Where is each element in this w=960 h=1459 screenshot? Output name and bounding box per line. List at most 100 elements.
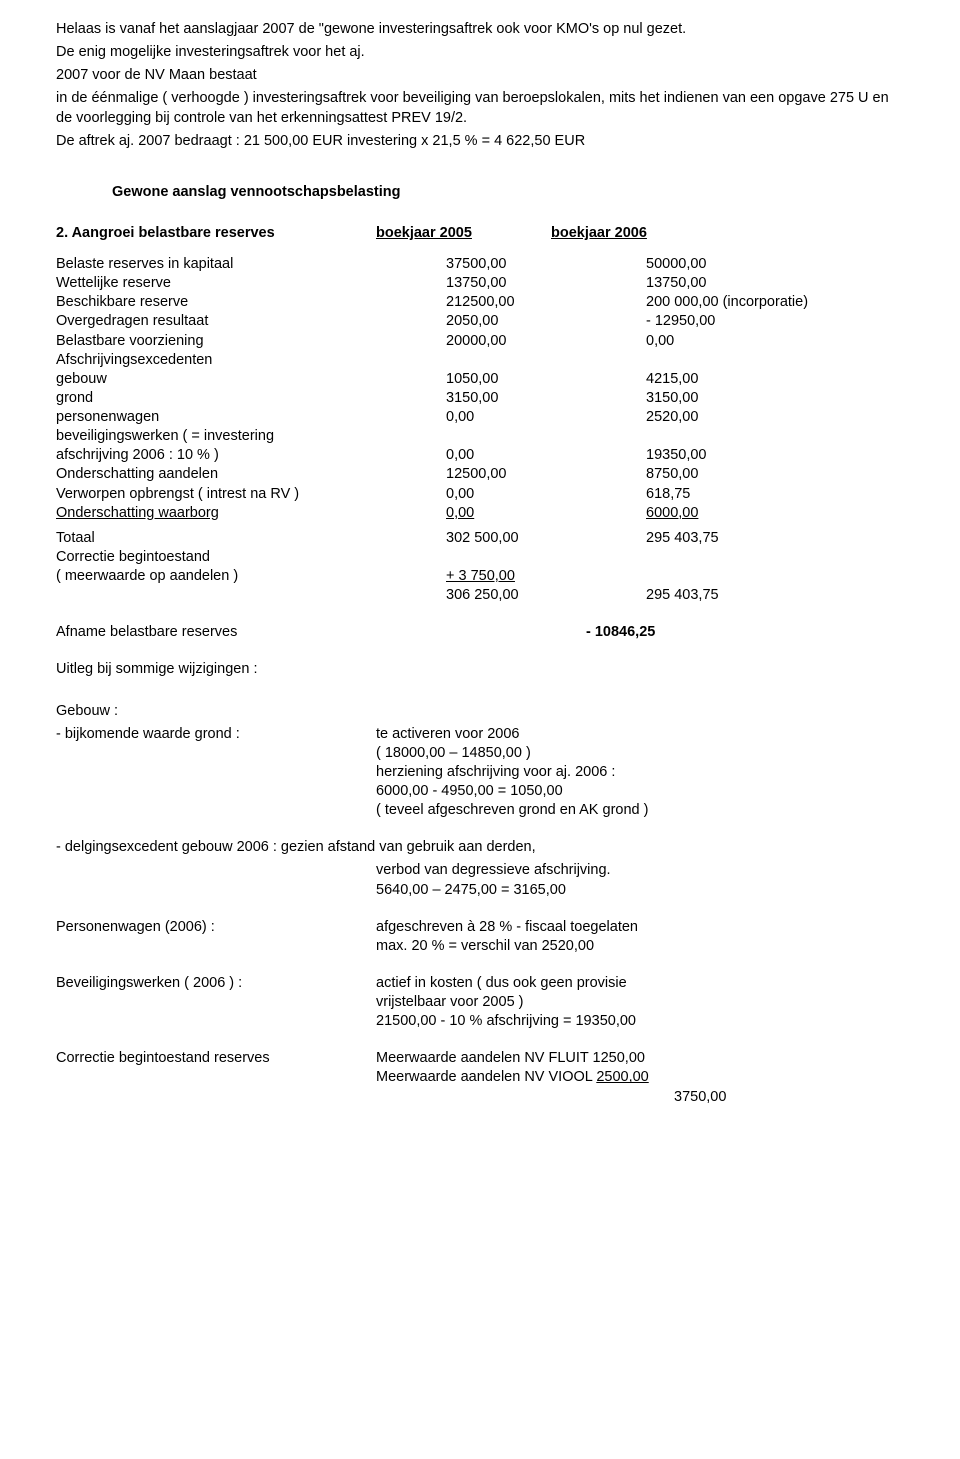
intro-line-5: De aftrek aj. 2007 bedraagt : 21 500,00 …: [56, 132, 904, 151]
correctie-sum: 306 250,00 295 403,75: [56, 586, 904, 605]
uitleg-heading: Uitleg bij sommige wijzigingen :: [56, 660, 904, 679]
correctie2-r2: Meerwaarde aandelen NV VIOOL 2500,00: [376, 1068, 904, 1087]
gebouw-left: - bijkomende waarde grond :: [56, 725, 376, 821]
intro-line-1: Helaas is vanaf het aanslagjaar 2007 de …: [56, 20, 904, 39]
totaal-label: Totaal: [56, 529, 446, 548]
row-label: Onderschatting waarborg: [56, 504, 446, 523]
row-val-b: [646, 427, 906, 446]
correctie-l2: ( meerwaarde op aandelen ): [56, 567, 446, 586]
table-row: personenwagen0,002520,00: [56, 408, 904, 427]
table-row: Beschikbare reserve212500,00200 000,00 (…: [56, 293, 904, 312]
row-val-b: 50000,00: [646, 255, 906, 274]
table-header: 2. Aangroei belastbare reserves boekjaar…: [56, 224, 904, 243]
correctie-row-2: ( meerwaarde op aandelen ) + 3 750,00: [56, 567, 904, 586]
table-row: Onderschatting waarborg0,006000,00: [56, 504, 904, 523]
gebouw-r1a: te activeren voor 2006: [376, 725, 904, 744]
row-val-a: 0,00: [446, 485, 646, 504]
table-row: beveiligingswerken ( = investering: [56, 427, 904, 446]
table-row: Belastbare voorziening20000,000,00: [56, 332, 904, 351]
row-label: Overgedragen resultaat: [56, 312, 446, 331]
row-val-b: 0,00: [646, 332, 906, 351]
personenwagen-l: Personenwagen (2006) :: [56, 918, 376, 956]
totaal-b: 295 403,75: [646, 529, 906, 548]
correctie-a: + 3 750,00: [446, 567, 646, 586]
beveiliging-row: Beveiligingswerken ( 2006 ) : actief in …: [56, 974, 904, 1031]
row-val-b: 8750,00: [646, 465, 906, 484]
table-row: Wettelijke reserve13750,0013750,00: [56, 274, 904, 293]
table-row: Verworpen opbrengst ( intrest na RV )0,0…: [56, 485, 904, 504]
beveiliging-r1: actief in kosten ( dus ook geen provisie: [376, 974, 904, 993]
personenwagen-row: Personenwagen (2006) : afgeschreven à 28…: [56, 918, 904, 956]
beveiliging-l: Beveiligingswerken ( 2006 ) :: [56, 974, 376, 1031]
row-label: Belaste reserves in kapitaal: [56, 255, 446, 274]
personenwagen-r1: afgeschreven à 28 % - fiscaal toegelaten: [376, 918, 904, 937]
row-val-a: 0,00: [446, 408, 646, 427]
row-val-b: 19350,00: [646, 446, 906, 465]
row-val-b: 6000,00: [646, 504, 906, 523]
correctie-l1: Correctie begintoestand: [56, 548, 446, 567]
row-label: personenwagen: [56, 408, 446, 427]
row-val-a: 20000,00: [446, 332, 646, 351]
row-val-a: 2050,00: [446, 312, 646, 331]
totaal-row: Totaal 302 500,00 295 403,75: [56, 529, 904, 548]
row-val-b: 2520,00: [646, 408, 906, 427]
row-val-a: 0,00: [446, 446, 646, 465]
row-label: Afschrijvingsexcedenten: [56, 351, 446, 370]
delging-r1: - delgingsexcedent gebouw 2006 : gezien …: [56, 838, 904, 857]
gebouw-r1b: ( 18000,00 – 14850,00 ): [376, 744, 904, 763]
table-row: afschrijving 2006 : 10 % )0,0019350,00: [56, 446, 904, 465]
table-row: gebouw1050,004215,00: [56, 370, 904, 389]
correctie2-r1: Meerwaarde aandelen NV FLUIT 1250,00: [376, 1049, 904, 1068]
correctie-sum-a: 306 250,00: [446, 586, 646, 605]
row-val-a: 3150,00: [446, 389, 646, 408]
row-val-a: 212500,00: [446, 293, 646, 312]
row-val-b: 3150,00: [646, 389, 906, 408]
correctie-row-1: Correctie begintoestand: [56, 548, 904, 567]
row-val-a: [446, 351, 646, 370]
correctie2-l: Correctie begintoestand reserves: [56, 1049, 376, 1106]
row-label: Beschikbare reserve: [56, 293, 446, 312]
intro-line-4: in de éénmalige ( verhoogde ) investerin…: [56, 89, 904, 127]
correctie2-row: Correctie begintoestand reserves Meerwaa…: [56, 1049, 904, 1106]
row-val-a: 0,00: [446, 504, 646, 523]
gebouw-r1c: herziening afschrijving voor aj. 2006 :: [376, 763, 904, 782]
row-label: Belastbare voorziening: [56, 332, 446, 351]
delging-r3: 5640,00 – 2475,00 = 3165,00: [56, 881, 904, 900]
row-label: grond: [56, 389, 446, 408]
row-label: Wettelijke reserve: [56, 274, 446, 293]
header-col-2005: boekjaar 2005: [376, 224, 551, 243]
section-heading: Gewone aanslag vennootschapsbelasting: [56, 183, 904, 202]
row-label: afschrijving 2006 : 10 % ): [56, 446, 446, 465]
gebouw-title: Gebouw :: [56, 702, 904, 721]
gebouw-line: - bijkomende waarde grond : te activeren…: [56, 725, 904, 821]
table-row: grond3150,003150,00: [56, 389, 904, 408]
totaal-a: 302 500,00: [446, 529, 646, 548]
header-label: 2. Aangroei belastbare reserves: [56, 224, 376, 243]
row-val-a: 13750,00: [446, 274, 646, 293]
row-val-a: 12500,00: [446, 465, 646, 484]
afname-row: Afname belastbare reserves - 10846,25: [56, 623, 904, 642]
intro-line-2: De enig mogelijke investeringsaftrek voo…: [56, 43, 904, 62]
delging-r2: verbod van degressieve afschrijving.: [56, 861, 904, 880]
afname-value: - 10846,25: [586, 623, 904, 642]
row-label: Verworpen opbrengst ( intrest na RV ): [56, 485, 446, 504]
row-label: beveiligingswerken ( = investering: [56, 427, 446, 446]
table-row: Afschrijvingsexcedenten: [56, 351, 904, 370]
row-val-a: 37500,00: [446, 255, 646, 274]
beveiliging-r3: 21500,00 - 10 % afschrijving = 19350,00: [376, 1012, 904, 1031]
correctie-sum-b: 295 403,75: [646, 586, 906, 605]
intro-line-3: 2007 voor de NV Maan bestaat: [56, 66, 904, 85]
afname-label: Afname belastbare reserves: [56, 623, 446, 642]
gebouw-r1e: ( teveel afgeschreven grond en AK grond …: [376, 801, 904, 820]
row-label: gebouw: [56, 370, 446, 389]
header-col-2006: boekjaar 2006: [551, 224, 904, 243]
row-val-b: 13750,00: [646, 274, 906, 293]
gebouw-r1d: 6000,00 - 4950,00 = 1050,00: [376, 782, 904, 801]
personenwagen-r2: max. 20 % = verschil van 2520,00: [376, 937, 904, 956]
row-label: Onderschatting aandelen: [56, 465, 446, 484]
correctie2-r3: 3750,00: [376, 1088, 904, 1107]
table-row: Overgedragen resultaat2050,00- 12950,00: [56, 312, 904, 331]
row-val-b: - 12950,00: [646, 312, 906, 331]
row-val-b: 618,75: [646, 485, 906, 504]
row-val-b: [646, 351, 906, 370]
